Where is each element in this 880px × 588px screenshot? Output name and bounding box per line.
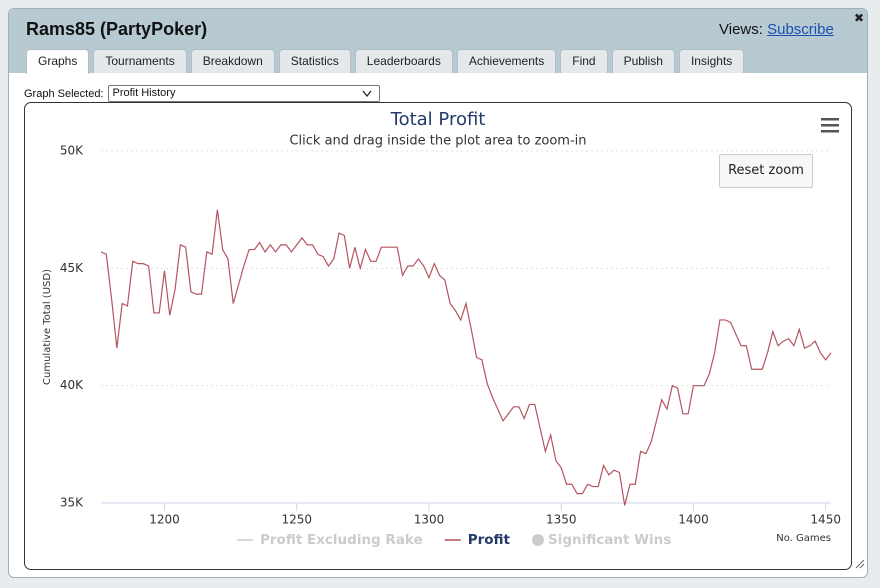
- y-tick-label: 40K: [60, 378, 84, 392]
- close-button[interactable]: ✖: [854, 11, 865, 25]
- y-tick-label: 45K: [60, 261, 84, 275]
- views: Views: Subscribe: [719, 21, 834, 38]
- subscribe-link[interactable]: Subscribe: [767, 21, 834, 38]
- y-tick-label: 50K: [60, 144, 84, 158]
- graph-select[interactable]: Profit History: [107, 85, 380, 102]
- legend-item[interactable]: Profit: [444, 532, 511, 548]
- legend-label: Profit: [468, 532, 511, 548]
- tab[interactable]: Insights: [678, 49, 745, 73]
- x-tick-label: 1400: [678, 513, 709, 527]
- x-tick-label: 1200: [149, 513, 180, 527]
- tab[interactable]: Find: [560, 49, 608, 73]
- resize-handle[interactable]: [855, 559, 865, 569]
- select-value: Profit History: [112, 87, 176, 99]
- x-tick-label: 1350: [546, 513, 577, 527]
- legend-item[interactable]: Significant Wins: [532, 532, 671, 548]
- tab[interactable]: Publish: [611, 49, 675, 73]
- x-axis-label: No. Games: [776, 533, 831, 544]
- chevron: [361, 90, 372, 98]
- legend-label: Profit Excluding Rake: [260, 532, 423, 548]
- chart-container: [24, 102, 852, 570]
- legend-symbol: [532, 534, 544, 546]
- tab[interactable]: Tournaments: [93, 49, 187, 73]
- tab[interactable]: Breakdown: [190, 49, 275, 73]
- legend-label: Significant Wins: [548, 532, 671, 548]
- legend-item[interactable]: Profit Excluding Rake: [237, 532, 423, 548]
- tab[interactable]: Graphs: [26, 49, 90, 74]
- tab[interactable]: Achievements: [456, 49, 557, 73]
- y-tick-label: 35K: [60, 496, 84, 510]
- chart-title: Total Profit: [390, 109, 486, 130]
- tab[interactable]: Leaderboards: [354, 49, 453, 73]
- menu-icon[interactable]: [821, 118, 839, 133]
- chart-subtitle: Click and drag inside the plot area to z…: [289, 134, 586, 149]
- graph-selector: Graph Selected: Profit History: [24, 85, 380, 102]
- x-tick-label: 1300: [414, 513, 445, 527]
- tab-bar: Graphs Tournaments Breakdown Statistics Lead…: [26, 49, 745, 74]
- views-label: Views:: [719, 21, 763, 38]
- header-title: Rams85 (PartyPoker): [26, 19, 208, 39]
- profit-line: [101, 209, 832, 506]
- x-tick-label: 1250: [281, 513, 312, 527]
- reset-zoom-button[interactable]: Reset zoom: [719, 154, 813, 188]
- x-tick-label: 1450: [810, 513, 841, 527]
- tab[interactable]: Statistics: [278, 49, 351, 73]
- y-axis-label: Cumulative Total (USD): [42, 269, 53, 385]
- selector-label: Graph Selected:: [24, 87, 104, 100]
- header: Rams85 (PartyPoker) Views: Subscribe ✖ G…: [9, 9, 867, 74]
